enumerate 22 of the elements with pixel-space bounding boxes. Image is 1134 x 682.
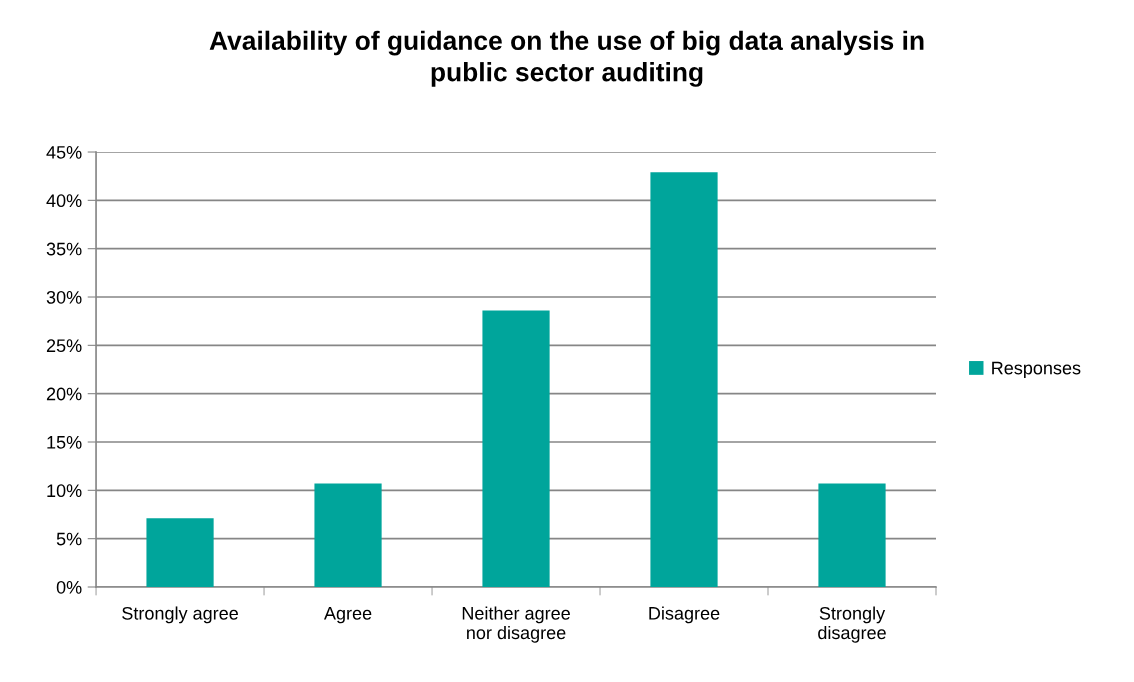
x-tick-label: Disagree [649,606,720,624]
chart-title: Availability of guidance on the use of big data analysis in public sector auditing [209,30,924,87]
y-tick-label: 40% [46,194,82,208]
y-tick-label: 0% [56,580,82,594]
y-tick-label: 30% [46,290,82,304]
bar [146,518,214,587]
bar [818,483,886,587]
y-tick-label: 45% [46,146,82,159]
bar [314,483,382,587]
x-tick-label: Strongly disagree [818,606,886,643]
x-tick-label: Neither agree nor disagree [462,606,570,643]
x-tick-label: Strongly agree [122,606,238,624]
bar [650,172,718,587]
bar [482,310,550,587]
y-tick-label: 15% [47,436,82,449]
y-tick-label: 35% [46,242,82,256]
y-tick-label: 20% [46,387,82,401]
legend-label: Responses [992,361,1081,378]
y-tick-label: 25% [46,339,82,353]
y-tick-label: 10% [47,484,82,498]
x-tick-label: Agree [323,607,372,624]
y-tick-label: 5% [56,532,82,546]
